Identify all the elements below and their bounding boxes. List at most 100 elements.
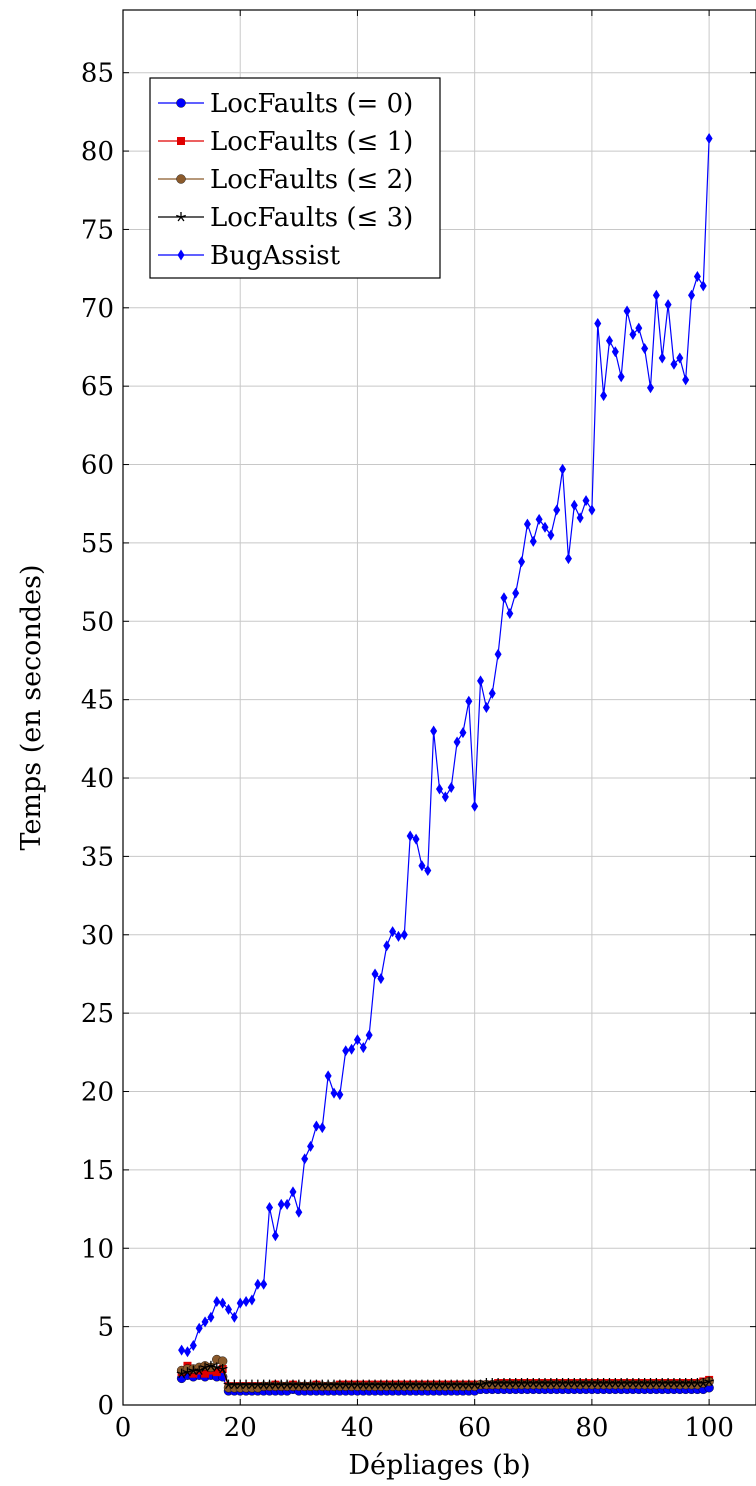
y-tick-label: 55 xyxy=(81,529,114,559)
data-point xyxy=(647,382,654,394)
legend-box xyxy=(149,77,441,279)
data-point xyxy=(453,736,461,748)
data-point xyxy=(512,587,520,599)
data-point xyxy=(336,1089,344,1101)
data-point xyxy=(600,390,608,402)
data-point xyxy=(494,648,502,660)
data-point xyxy=(301,1153,309,1165)
y-tick-label: 70 xyxy=(81,294,114,324)
data-point xyxy=(611,346,619,358)
data-point xyxy=(353,1034,361,1046)
data-point xyxy=(260,1278,268,1290)
data-point xyxy=(178,1344,186,1356)
data-point xyxy=(465,695,473,707)
data-point xyxy=(312,1120,320,1132)
data-point xyxy=(365,1029,373,1041)
data-point xyxy=(200,1362,211,1372)
x-tick-label: 40 xyxy=(341,1413,374,1443)
y-tick-label: 10 xyxy=(81,1234,114,1264)
legend-entry: LocFaults (= 0) xyxy=(158,89,413,119)
data-point xyxy=(676,352,684,364)
data-point xyxy=(541,521,549,533)
data-point xyxy=(670,358,678,370)
data-point xyxy=(477,675,485,687)
data-point xyxy=(682,374,690,386)
legend-label: BugAssist xyxy=(210,241,341,271)
series-4 xyxy=(178,133,713,1358)
data-point xyxy=(518,556,526,568)
data-point xyxy=(699,280,707,292)
grid xyxy=(122,10,756,1406)
data-point xyxy=(195,1322,203,1334)
data-point xyxy=(295,1206,303,1218)
data-point xyxy=(506,607,514,619)
data-point xyxy=(189,1369,198,1378)
data-point xyxy=(207,1311,215,1323)
data-point xyxy=(348,1043,356,1055)
data-point xyxy=(289,1186,297,1198)
data-point xyxy=(500,592,508,604)
data-point xyxy=(194,1365,205,1375)
data-point xyxy=(324,1070,332,1082)
data-point xyxy=(430,725,438,737)
data-point xyxy=(189,1339,197,1351)
data-point xyxy=(641,343,649,355)
data-point xyxy=(418,860,426,872)
y-tick-label: 30 xyxy=(81,921,114,951)
data-point xyxy=(564,553,572,565)
y-tick-label: 45 xyxy=(81,686,114,716)
data-point xyxy=(424,865,432,877)
data-point xyxy=(698,1378,709,1388)
y-axis-label: Temps (en secondes) xyxy=(16,565,47,851)
data-point xyxy=(436,783,443,795)
plot-frame xyxy=(122,9,756,1406)
data-point xyxy=(248,1294,256,1306)
y-tick-label: 60 xyxy=(81,451,114,481)
legend-marker xyxy=(177,137,185,145)
data-point xyxy=(594,317,602,329)
data-point xyxy=(266,1202,274,1214)
data-point xyxy=(389,926,397,938)
data-point xyxy=(588,504,596,516)
legend-marker xyxy=(177,249,185,261)
data-point xyxy=(254,1278,262,1290)
data-point xyxy=(441,791,449,803)
data-point xyxy=(330,1087,338,1099)
legend: LocFaults (= 0) LocFaults (≤ 1) LocFaults … xyxy=(149,77,441,279)
y-tick-label: 5 xyxy=(97,1313,114,1343)
axis-ticks: 0 20 40 60 80 100 0 5 10 15 20 25 30 35 40 45 50 55 60 65 70… xyxy=(81,10,756,1443)
legend-label: LocFaults (≤ 1) xyxy=(210,127,413,157)
data-point xyxy=(242,1296,250,1308)
data-point xyxy=(482,702,490,713)
legend-marker xyxy=(176,98,186,108)
data-point xyxy=(201,1369,210,1378)
y-tick-label: 15 xyxy=(81,1156,114,1186)
data-point xyxy=(623,305,631,317)
data-point xyxy=(488,687,496,699)
data-point xyxy=(201,1316,209,1328)
data-point xyxy=(523,518,531,530)
series-2 xyxy=(176,1354,714,1393)
data-point xyxy=(176,1368,187,1379)
legend-label: LocFaults (≤ 2) xyxy=(210,165,413,195)
x-tick-label: 60 xyxy=(458,1413,491,1443)
series-3 xyxy=(176,1360,715,1390)
data-point xyxy=(383,940,391,952)
data-point xyxy=(212,1368,221,1377)
legend-label: LocFaults (= 0) xyxy=(210,89,413,119)
y-tick-label: 85 xyxy=(81,59,114,89)
data-point xyxy=(183,1346,191,1358)
y-tick-label: 80 xyxy=(81,137,114,167)
legend-marker xyxy=(176,174,186,184)
data-point xyxy=(658,352,666,364)
data-point xyxy=(629,328,637,340)
data-point xyxy=(693,270,701,282)
data-point xyxy=(576,512,584,524)
y-tick-label: 75 xyxy=(81,215,114,245)
x-axis-label: Dépliages (b) xyxy=(348,1450,530,1481)
plot-series xyxy=(176,133,715,1396)
data-point xyxy=(447,781,455,793)
data-point xyxy=(377,973,385,985)
data-point xyxy=(342,1045,350,1057)
